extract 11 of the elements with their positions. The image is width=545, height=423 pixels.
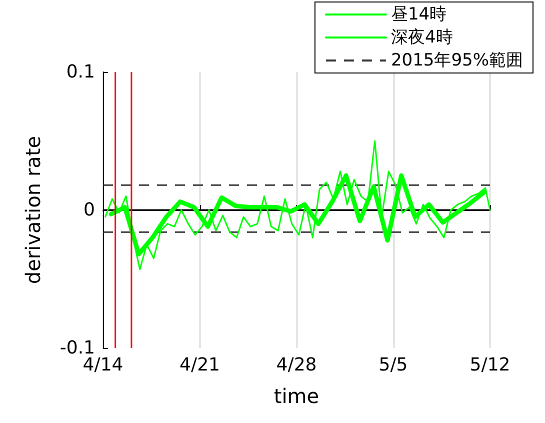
x-tick-label: 4/21 — [180, 354, 220, 376]
legend-label: 2015年95%範囲 — [390, 50, 524, 70]
x-tick-label: 5/12 — [470, 354, 510, 376]
x-tick-label: 5/5 — [378, 354, 408, 376]
y-axis-title: derivation rate — [21, 136, 45, 284]
y-tick-label: 0 — [84, 200, 95, 220]
x-axis-title: time — [274, 384, 320, 408]
y-tick-label: 0.1 — [66, 62, 95, 82]
legend-label: 深夜4時 — [390, 28, 453, 48]
x-tick-label: 4/28 — [276, 354, 317, 376]
legend-label: 昼14時 — [390, 4, 447, 24]
